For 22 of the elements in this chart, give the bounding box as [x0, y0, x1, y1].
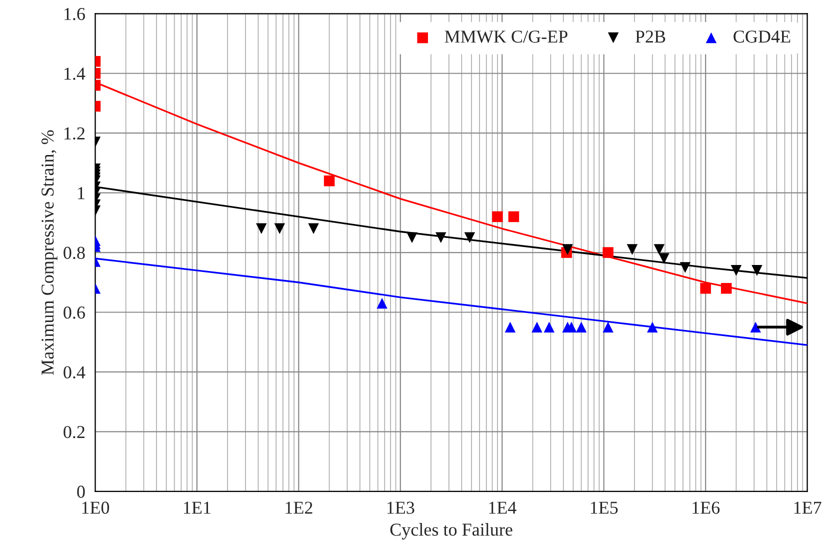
x-tick-label: 1E6: [692, 502, 720, 514]
x-axis-title: Cycles to Failure: [390, 523, 512, 540]
y-tick-label: 1.6: [64, 8, 85, 20]
y-axis-title: Maximum Compressive Strain, %: [42, 130, 58, 375]
y-tick-label: 0: [77, 486, 85, 498]
legend-label: MMWK C/G-EP: [444, 30, 568, 43]
legend-label: P2B: [635, 30, 666, 43]
x-tick-label: 1E5: [590, 502, 618, 514]
y-tick-label: 1: [78, 187, 84, 200]
y-tick-label: 0.6: [64, 306, 85, 319]
y-tick-label: 0.2: [64, 426, 84, 438]
y-tick-label: 1.2: [64, 127, 84, 140]
x-tick-label: 1E3: [387, 502, 414, 514]
x-tick-label: 1E7: [794, 502, 822, 514]
y-tick-label: 0.8: [64, 246, 85, 260]
x-tick-label: 1E2: [286, 502, 312, 514]
y-tick-label: 1.4: [64, 68, 86, 80]
y-tick-label: 0.4: [64, 366, 86, 378]
x-tick-label: 1E4: [489, 502, 516, 514]
x-tick-label: 1E0: [82, 502, 110, 514]
legend-label: CGD4E: [734, 30, 790, 43]
x-tick-label: 1E1: [184, 502, 210, 514]
